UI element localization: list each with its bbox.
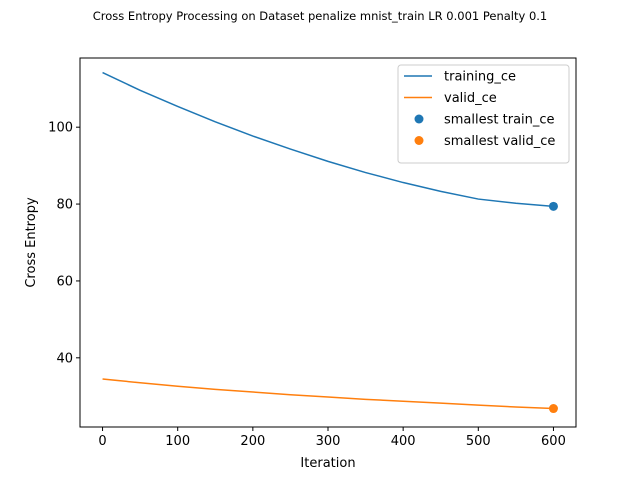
legend: training_ce valid_ce smallest train_cesmal… — [397, 64, 570, 164]
y-axis: 40 60 80 100 — [48, 121, 80, 366]
x-tick-label: 500 — [466, 434, 491, 449]
x-axis-label: Iteration — [300, 456, 355, 471]
legend-label: training_ce — [444, 70, 516, 85]
marker-smallest-train_ce — [548, 201, 558, 211]
x-tick-label: 200 — [240, 434, 265, 449]
legend-swatch — [414, 136, 424, 145]
y-tick-label: 40 — [56, 351, 73, 366]
marker-smallest-valid_ce — [548, 404, 558, 414]
series-line-valid_ce — [102, 378, 554, 410]
y-tick-label: 80 — [56, 198, 73, 213]
x-tick-label: 400 — [391, 434, 416, 449]
x-tick-label: 0 — [98, 434, 106, 449]
legend-swatch — [414, 114, 424, 124]
x-tick-label: 300 — [316, 434, 341, 449]
x-tick-label: 600 — [541, 434, 566, 449]
legend-label: smallest valid_ce — [444, 134, 555, 149]
x-tick-label: 100 — [165, 434, 190, 449]
series-layer — [102, 71, 554, 410]
y-tick-label: 100 — [48, 121, 73, 136]
y-tick-label: 60 — [56, 274, 73, 289]
y-axis-label: Cross Entropy — [24, 197, 39, 288]
series-line-training_ce — [102, 71, 554, 208]
legend-label: valid_ce — [444, 91, 497, 106]
x-axis: 0 100 200 300 400 500 600 — [98, 427, 566, 449]
legend-label: smallest train_ce — [444, 113, 555, 128]
markers-layer — [548, 201, 558, 414]
chart-title: Cross Entropy Processing on Dataset pena… — [93, 9, 548, 23]
legend-frame — [397, 64, 570, 164]
